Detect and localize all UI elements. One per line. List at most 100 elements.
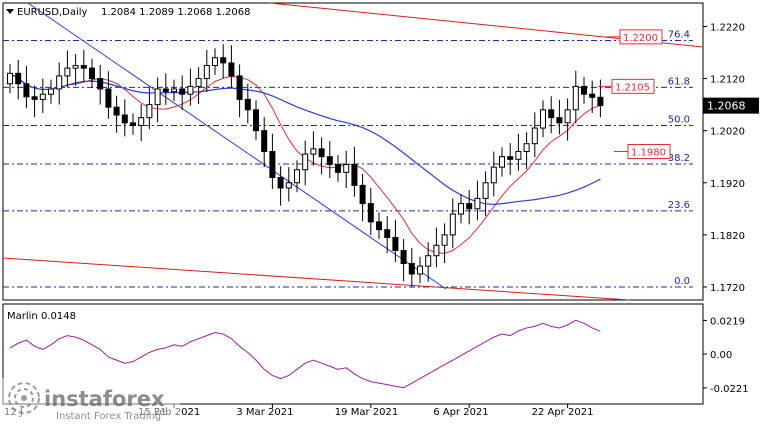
candle [64, 50, 71, 88]
candle [400, 239, 407, 282]
candle [326, 141, 333, 179]
candle-body [548, 109, 555, 119]
candle-body [23, 83, 30, 98]
price-label-box [611, 78, 655, 94]
candle [466, 190, 473, 225]
candle [458, 194, 464, 224]
candle [548, 96, 555, 134]
main-panel-frame [2, 2, 704, 301]
candle [253, 100, 259, 141]
price-label-box [627, 144, 671, 159]
candle [138, 104, 145, 142]
candle-body [154, 88, 161, 106]
fib-level-label: 38.2 [668, 153, 690, 164]
candle-body [343, 164, 350, 173]
candle [269, 133, 276, 190]
candle-body [589, 93, 596, 98]
candle [146, 86, 153, 130]
trendline-down [27, 2, 447, 290]
y-tick-label: 1.1920 [710, 179, 745, 190]
y-tick-label: 1.2220 [710, 22, 745, 33]
candle-body [64, 67, 71, 77]
candle-body [269, 151, 276, 179]
candle [39, 78, 46, 113]
fibonacci-levels: 0.0 23.6 38.2 50.0 61.8 76.4 [3, 30, 693, 288]
price-label-text: 1.2105 [615, 82, 650, 93]
candle [343, 150, 350, 188]
candle-body [146, 104, 153, 119]
candle-body [179, 88, 186, 95]
candle [384, 216, 391, 254]
candle [318, 137, 325, 175]
candle-body [351, 164, 358, 186]
price-labels: 1.2200 1.2105 1.1980 [598, 29, 671, 159]
y-tick-label: 1.2020 [710, 127, 745, 138]
candle [515, 133, 522, 171]
candle [294, 160, 300, 193]
candle-body [540, 109, 546, 129]
x-tick-label: 6 Apr 2021 [433, 407, 488, 418]
candle [154, 77, 161, 123]
candle-body [121, 114, 128, 124]
marlin-indicator: 0.0219 0.00 -0.0221 [9, 316, 749, 395]
candle [179, 75, 186, 110]
candle [425, 242, 432, 282]
candle-body [367, 203, 374, 223]
last-price-box [703, 97, 759, 114]
candle-body [7, 72, 13, 85]
last-price-label: 1.2068 [707, 100, 746, 113]
candle [48, 79, 54, 104]
candle-body [105, 88, 112, 108]
x-tick-label: 3 Mar 2021 [236, 407, 293, 418]
candle-body [80, 65, 87, 69]
candle-body [162, 88, 169, 93]
candle [597, 79, 604, 118]
fib-level-label: 61.8 [668, 76, 690, 87]
candle [277, 166, 284, 206]
x-tick-label: 22 Apr 2021 [532, 407, 594, 418]
candle [89, 58, 95, 88]
candle-body [499, 156, 505, 168]
candle-body [392, 236, 399, 251]
y-axis: 1.2220 1.2120 1.2020 1.1920 1.1820 1.1720 1.20… [703, 22, 759, 294]
candle [236, 64, 243, 118]
candle [105, 71, 112, 119]
candle [220, 44, 227, 79]
candle [244, 83, 251, 124]
candle [97, 65, 104, 105]
candle [408, 247, 415, 288]
candle-body [294, 169, 300, 184]
candle [130, 113, 136, 135]
x-tick-label: 19 Mar 2021 [335, 407, 398, 418]
indicator-tick-label: 0.0219 [710, 316, 745, 327]
candle [564, 98, 571, 141]
fib-level-label: 50.0 [668, 114, 690, 125]
candle-body [72, 65, 79, 69]
candle-body [425, 255, 432, 267]
candle [417, 256, 423, 284]
x-tick-label-partial: 12 J [4, 407, 23, 418]
candle-body [507, 156, 514, 160]
marlin-line [9, 319, 601, 389]
indicator-tick-label: -0.0221 [710, 384, 749, 395]
candle [367, 187, 374, 236]
candle [540, 100, 546, 138]
chart-title: EURUSD,Daily [17, 7, 88, 18]
candle-body [581, 85, 587, 95]
dropdown-arrow-icon[interactable] [6, 9, 14, 14]
candle-body [171, 88, 177, 93]
candle [195, 67, 202, 105]
candle [507, 143, 514, 175]
candle-body [138, 117, 145, 126]
candle-body [187, 85, 194, 95]
candle-body [56, 75, 63, 90]
candle-body [228, 62, 235, 77]
candle-body [220, 57, 227, 64]
candle-body [48, 88, 54, 95]
trendline-lower [2, 257, 631, 301]
x-tick-label-partial: 21 [154, 407, 167, 418]
watermark-brand: instaforex [44, 387, 165, 411]
candle [7, 63, 13, 94]
candle-body [458, 203, 464, 215]
candle-body [89, 67, 95, 80]
